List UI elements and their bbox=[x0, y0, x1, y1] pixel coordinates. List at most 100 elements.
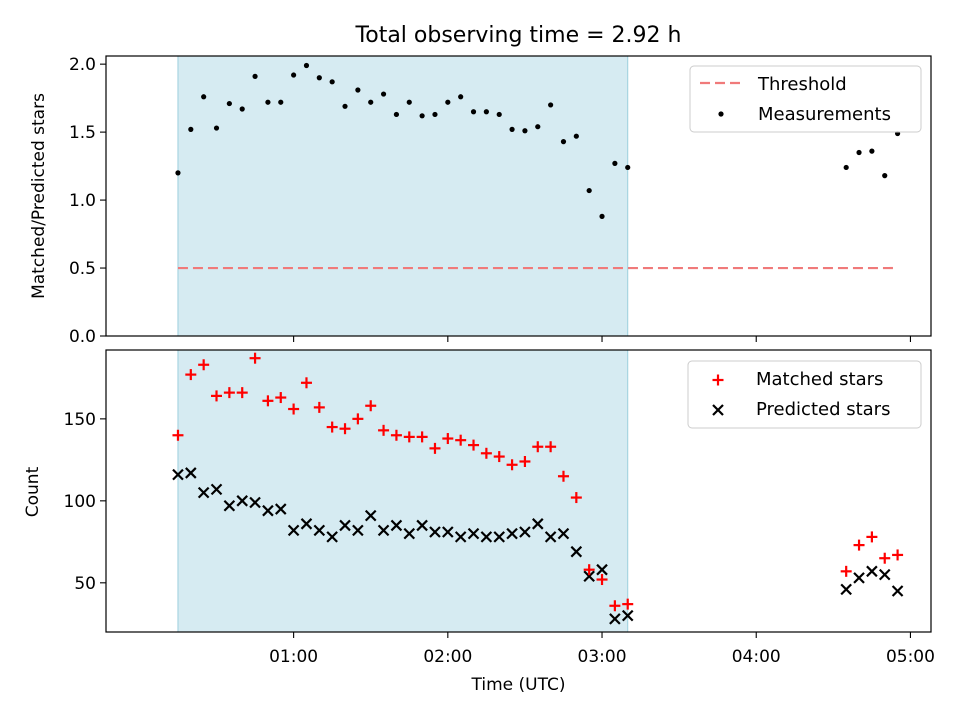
y-tick-label: 0.5 bbox=[69, 259, 96, 279]
y-tick-label: 1.0 bbox=[69, 191, 96, 211]
measurement-point bbox=[625, 164, 631, 171]
predicted-stars-point bbox=[223, 499, 236, 512]
predicted-stars-point bbox=[172, 468, 184, 481]
predicted-stars-point bbox=[262, 504, 274, 517]
predicted-stars-point bbox=[891, 585, 904, 597]
predicted-stars-point bbox=[339, 519, 351, 532]
measurement-point bbox=[509, 126, 515, 132]
predicted-stars-point bbox=[249, 496, 261, 509]
y-tick-label: 50 bbox=[74, 574, 96, 594]
legend-measurements-swatch bbox=[718, 111, 724, 117]
predicted-stars-point bbox=[429, 526, 441, 538]
matched-stars-point bbox=[468, 439, 480, 451]
matched-stars-point bbox=[339, 423, 351, 435]
predicted-stars-point bbox=[596, 563, 608, 576]
measurement-point bbox=[856, 149, 862, 156]
matched-stars-point bbox=[519, 455, 531, 467]
measurement-point bbox=[612, 160, 618, 166]
measurement-point bbox=[560, 139, 567, 145]
predicted-stars-point bbox=[853, 572, 865, 584]
predicted-stars-point bbox=[403, 527, 416, 540]
predicted-stars-point bbox=[390, 519, 403, 532]
matched-stars-point bbox=[300, 377, 312, 389]
measurement-point bbox=[522, 128, 528, 134]
bottom-plot-frame bbox=[105, 349, 932, 633]
measurement-points bbox=[175, 62, 901, 219]
matched-stars-point bbox=[455, 434, 467, 446]
predicted-stars-point bbox=[300, 518, 313, 530]
measurement-point bbox=[213, 125, 220, 131]
predicted-stars-point bbox=[442, 526, 454, 538]
measurement-point bbox=[393, 111, 400, 118]
measurement-point bbox=[458, 94, 464, 100]
matched-stars-point bbox=[609, 600, 621, 612]
measurement-point bbox=[470, 109, 477, 115]
observing-window-bottom bbox=[177, 349, 629, 633]
measurement-point bbox=[175, 170, 181, 176]
matched-stars-point bbox=[506, 459, 518, 471]
measurement-point bbox=[188, 126, 194, 132]
predicted-stars-points bbox=[172, 467, 904, 625]
y-tick-label: 1.5 bbox=[69, 123, 96, 143]
predicted-stars-point bbox=[570, 545, 583, 558]
measurement-point bbox=[316, 75, 322, 81]
predicted-stars-point bbox=[878, 568, 891, 581]
matched-stars-point bbox=[545, 441, 557, 453]
matched-stars-point bbox=[172, 429, 184, 441]
legend-matched-marker bbox=[712, 374, 724, 386]
predicted-stars-point bbox=[840, 583, 852, 596]
y-tick-label: 2.0 bbox=[69, 55, 96, 75]
bottom-legend-box bbox=[687, 360, 922, 429]
predicted-stars-point bbox=[287, 524, 300, 537]
measurement-point bbox=[239, 106, 245, 112]
legend-measurements-label: Measurements bbox=[758, 104, 891, 125]
legend-predicted-swatch bbox=[712, 404, 724, 416]
matched-stars-point bbox=[879, 552, 891, 564]
matched-stars-point bbox=[185, 369, 197, 381]
predicted-stars-point bbox=[326, 531, 338, 543]
x-axis-label: Time (UTC) bbox=[471, 675, 566, 695]
matched-stars-point bbox=[840, 565, 852, 577]
matched-stars-point bbox=[313, 401, 325, 413]
measurement-point bbox=[406, 99, 412, 105]
measurement-point bbox=[843, 164, 849, 171]
measurement-point bbox=[342, 103, 348, 109]
top-y-axis: 0.0 0.5 1.0 1.5 2.0 bbox=[69, 55, 106, 347]
matched-stars-point bbox=[288, 403, 300, 415]
measurement-point bbox=[445, 99, 451, 105]
matched-stars-point bbox=[378, 424, 390, 436]
top-legend: Threshold Measurements bbox=[689, 65, 922, 133]
matched-stars-point bbox=[892, 549, 904, 561]
matched-stars-point bbox=[532, 441, 544, 453]
matched-stars-point bbox=[390, 429, 402, 441]
measurement-point bbox=[226, 100, 232, 107]
predicted-stars-point bbox=[493, 531, 506, 543]
measurement-point bbox=[303, 62, 310, 69]
matched-stars-point bbox=[866, 531, 878, 543]
top-x-ticks bbox=[293, 336, 911, 342]
x-tick-label: 03:00 bbox=[578, 647, 627, 667]
top-plot-frame bbox=[105, 55, 932, 337]
bottom-panel: 50 100 150 01:00 02:00 03:00 04:00 05:00 Count… bbox=[23, 349, 935, 695]
matched-stars-point bbox=[365, 400, 377, 412]
predicted-stars-point bbox=[352, 524, 364, 537]
measurement-point bbox=[573, 133, 579, 139]
matched-stars-point bbox=[583, 564, 595, 576]
measurement-point bbox=[535, 124, 541, 130]
predicted-stars-point bbox=[583, 570, 595, 583]
x-tick-label: 01:00 bbox=[269, 647, 318, 667]
predicted-stars-point bbox=[274, 503, 287, 515]
y-tick-label: 0.0 bbox=[69, 327, 96, 347]
measurement-point bbox=[419, 113, 425, 119]
chart-title: Total observing time = 2.92 h bbox=[355, 23, 682, 48]
predicted-stars-point bbox=[467, 527, 480, 540]
measurement-point bbox=[355, 87, 361, 93]
bottom-y-axis: 50 100 150 bbox=[64, 410, 106, 594]
predicted-stars-point bbox=[544, 531, 557, 543]
matched-stars-point bbox=[326, 421, 338, 433]
predicted-stars-point bbox=[185, 467, 197, 479]
x-tick-label: 05:00 bbox=[886, 647, 935, 667]
measurement-point bbox=[265, 99, 271, 105]
measurement-point bbox=[586, 187, 592, 194]
